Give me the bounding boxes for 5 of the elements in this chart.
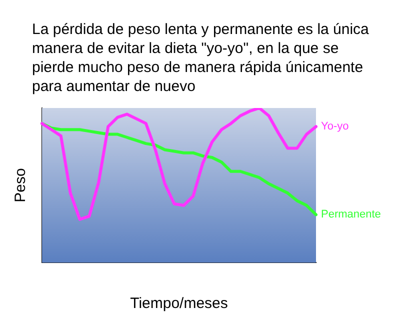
series-label: Yo-yo bbox=[321, 120, 349, 133]
y-axis-title: Peso bbox=[12, 168, 30, 202]
chart-title: La pérdida de peso lenta y permanente es la única manera de evitar la dieta "yo-yo", en la que se pierde mucho peso de manera rápida únicamente para aumentar de nuevo bbox=[31, 20, 370, 97]
series-label: Permanente bbox=[321, 208, 381, 221]
x-axis-title: Tiempo/meses bbox=[130, 295, 228, 312]
